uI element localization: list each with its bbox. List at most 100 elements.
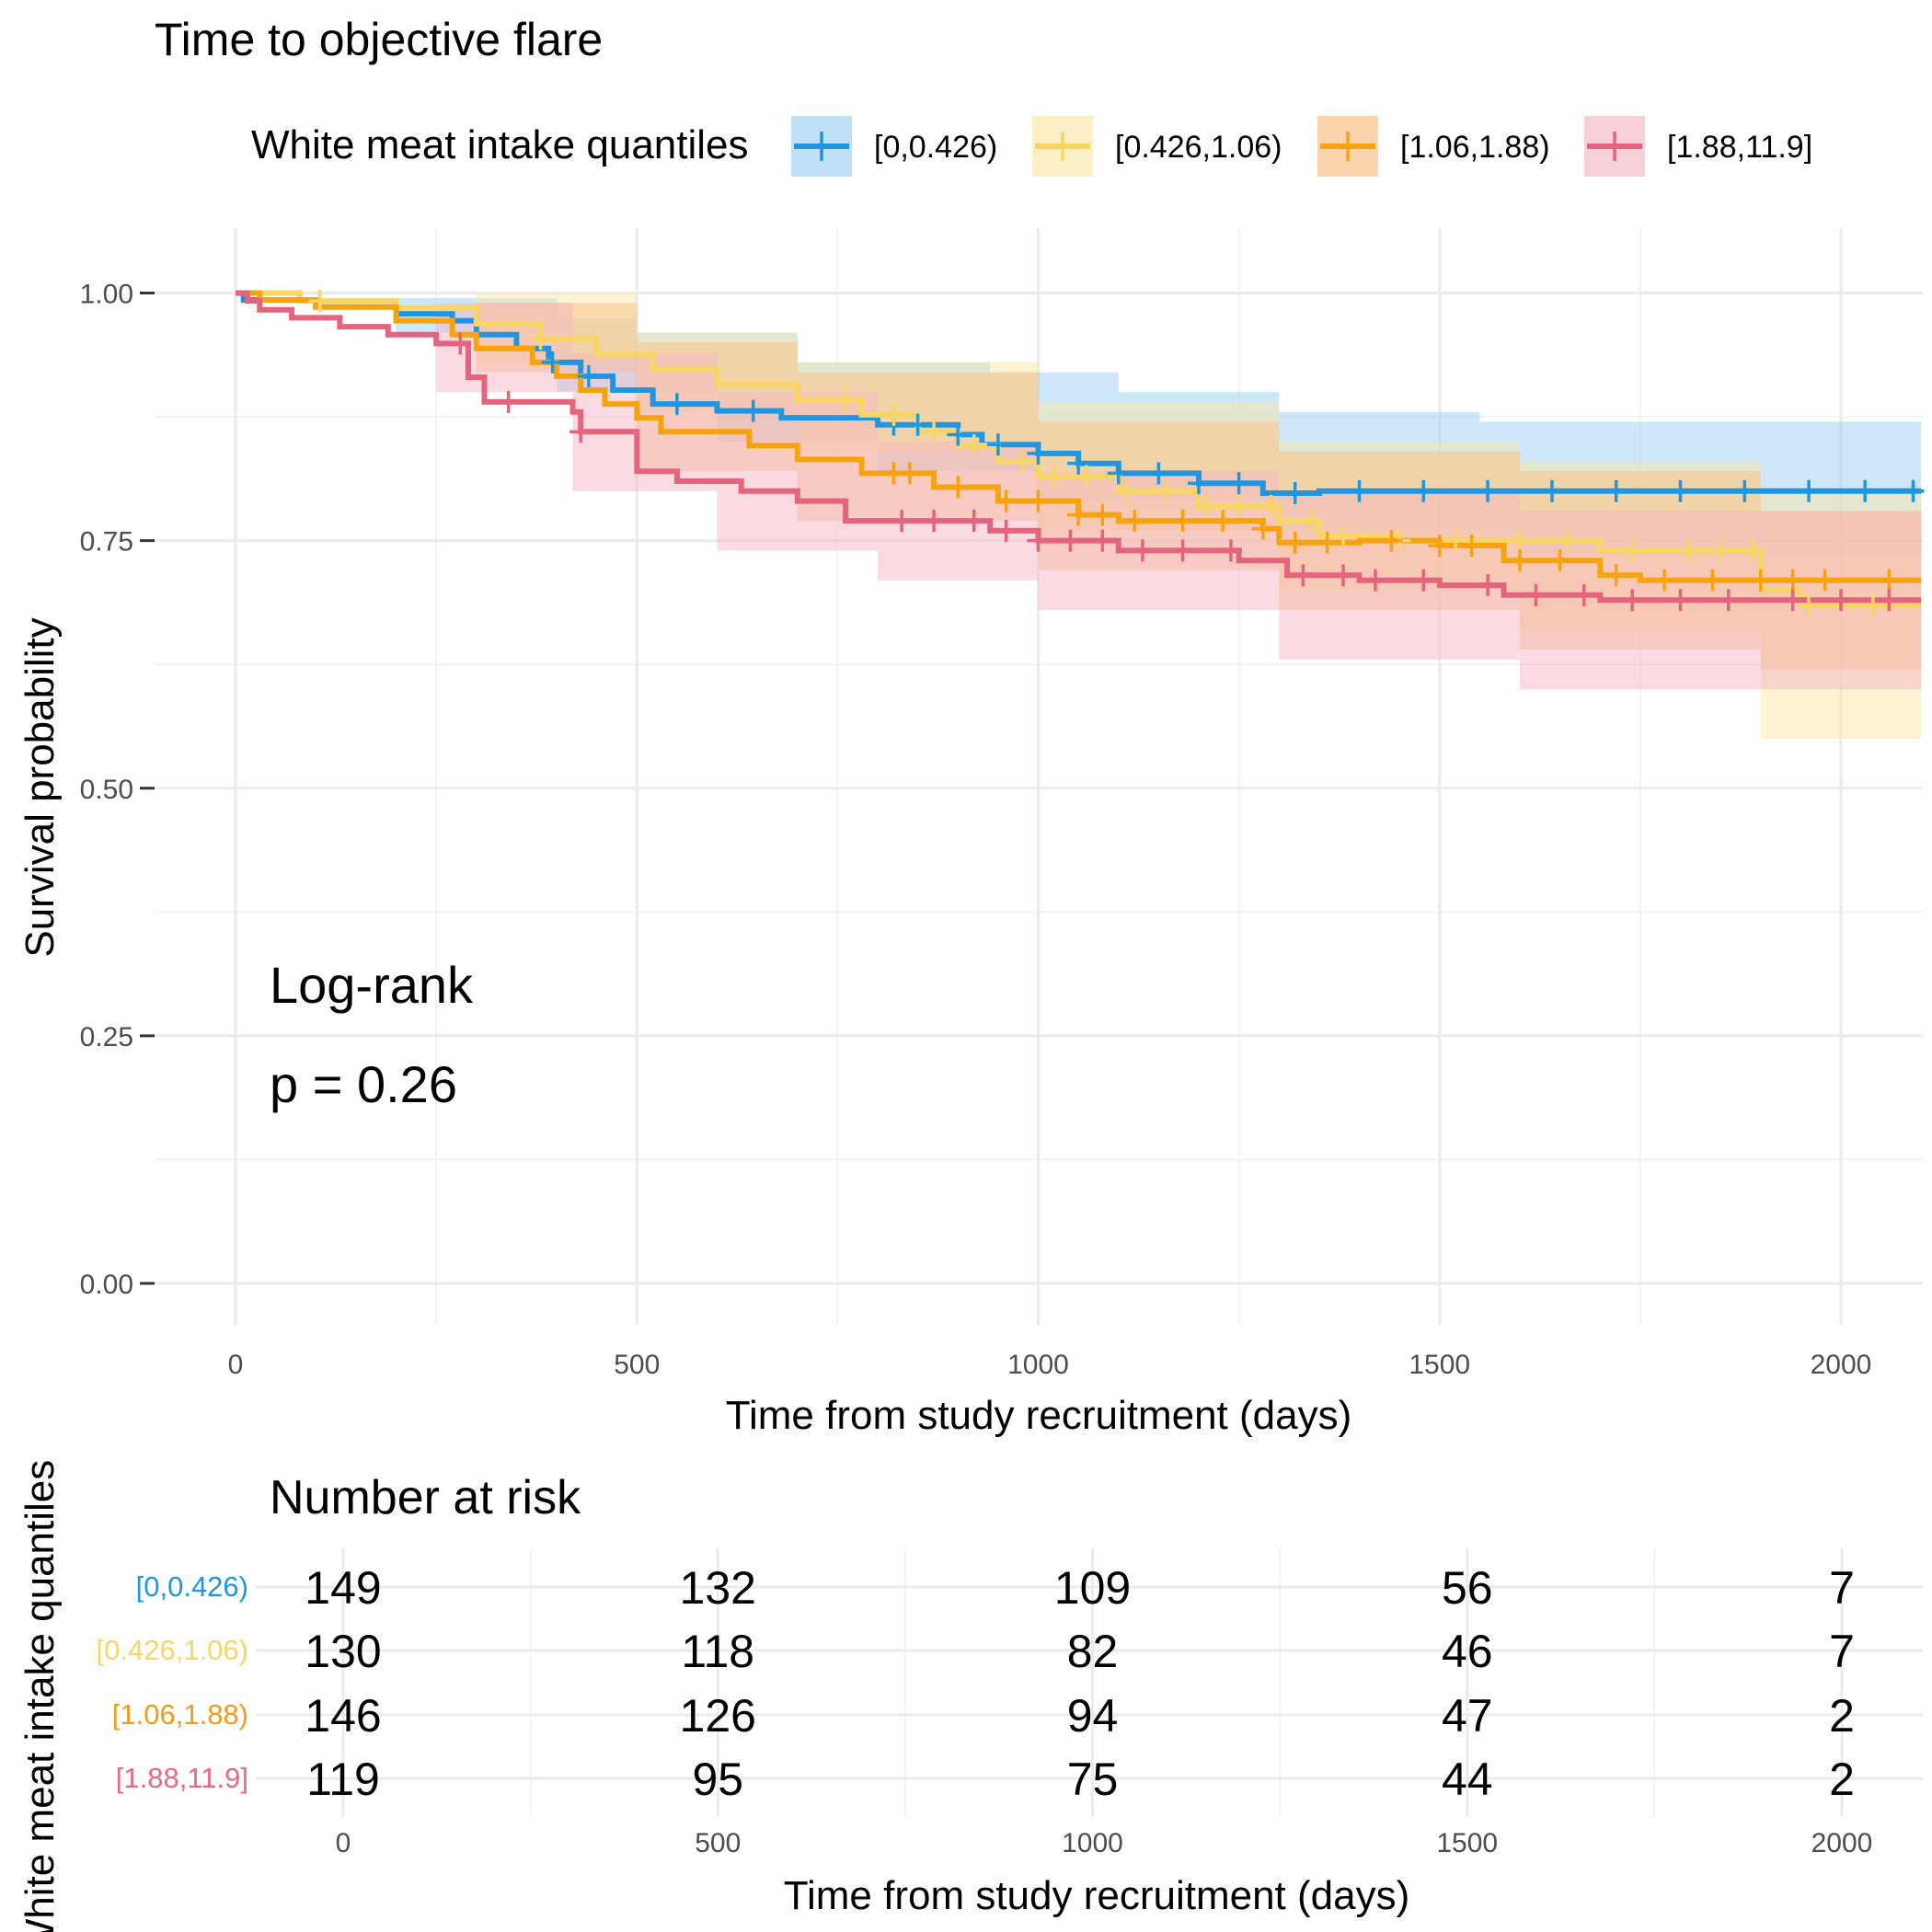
censor-mark-0-0-426 — [1902, 479, 1925, 502]
censor-mark-1-88-11-9 — [1059, 529, 1082, 552]
censor-mark-1-88-11-9 — [1363, 569, 1386, 592]
legend-label: [1.06,1.88) — [1400, 130, 1550, 165]
censor-mark-1-06-1-88 — [1283, 531, 1306, 554]
censor-mark-0-426-1-06 — [1742, 539, 1765, 562]
censor-mark-1-88-11-9 — [923, 510, 946, 533]
x-tick-label: 1500 — [1409, 1350, 1470, 1380]
censor-mark-0-0-426 — [1067, 452, 1090, 475]
risk-x-tick-label: 0 — [336, 1828, 351, 1858]
censor-mark-0-426-1-06 — [1227, 494, 1250, 517]
legend-label: [1.88,11.9] — [1667, 130, 1812, 165]
censor-mark-1-06-1-88 — [1509, 549, 1531, 572]
risk-row-label: [1.06,1.88) — [112, 1698, 248, 1731]
risk-x-tick-label: 1500 — [1436, 1828, 1498, 1858]
censor-mark-1-06-1-88 — [1460, 535, 1483, 558]
risk-x-tick-label: 2000 — [1811, 1828, 1873, 1858]
censor-mark-1-88-11-9 — [1171, 539, 1194, 562]
risk-table-title: Number at risk — [270, 1471, 581, 1524]
censor-mark-1-88-11-9 — [1131, 539, 1154, 562]
risk-cell: 56 — [1442, 1562, 1493, 1614]
censor-mark-1-88-11-9 — [1524, 583, 1547, 606]
censor-mark-0-426-1-06 — [1677, 539, 1700, 562]
censor-mark-1-88-11-9 — [1332, 564, 1355, 587]
risk-y-axis-title: White meat intake quantiles — [17, 1460, 63, 1932]
y-tick-label: 1.00 — [80, 280, 133, 310]
legend-item-0-0-426: [0,0.426) — [791, 116, 997, 177]
censor-mark-1-88-11-9 — [1830, 589, 1852, 612]
censor-mark-1-06-1-88 — [1380, 529, 1403, 552]
censor-mark-0-0-426 — [1107, 462, 1130, 485]
censor-mark-0-0-426 — [906, 413, 929, 436]
censor-mark-1-06-1-88 — [1067, 503, 1090, 526]
risk-cell: 44 — [1442, 1754, 1493, 1805]
x-tick-label: 500 — [614, 1350, 660, 1380]
censor-mark-0-426-1-06 — [529, 328, 552, 351]
legend-item-1-88-11-9: [1.88,11.9] — [1584, 116, 1812, 177]
risk-cell: 2 — [1829, 1690, 1855, 1742]
censor-mark-1-06-1-88 — [898, 462, 921, 485]
censor-mark-1-88-11-9 — [1717, 589, 1740, 612]
legend-item-1-06-1-88: [1.06,1.88) — [1317, 116, 1550, 177]
censor-mark-0-0-426 — [1412, 479, 1435, 502]
censor-mark-1-88-11-9 — [1292, 564, 1315, 587]
censor-mark-0-426-1-06 — [1075, 465, 1098, 488]
censor-mark-0-426-1-06 — [1156, 479, 1179, 502]
censor-mark-0-0-426 — [1147, 462, 1170, 485]
censor-mark-0-0-426 — [1669, 479, 1692, 502]
censor-mark-1-06-1-88 — [1212, 510, 1235, 533]
censor-mark-0-426-1-06 — [1011, 450, 1034, 473]
censor-mark-1-88-11-9 — [1621, 589, 1644, 612]
censor-mark-1-88-11-9 — [1412, 569, 1435, 592]
censor-mark-0-426-1-06 — [1621, 539, 1644, 562]
risk-row-label: [0.426,1.06) — [97, 1634, 248, 1666]
censor-mark-0-0-426 — [1540, 479, 1563, 502]
risk-table: [0,0.426) 149 132 109 56 7 [0.426,1.06) 130 118 8… — [97, 1562, 1855, 1805]
confidence-band-1-88-11-9 — [236, 293, 1922, 690]
logrank-p-value: p = 0.26 — [270, 1055, 457, 1113]
censor-mark-0-0-426 — [1283, 481, 1306, 504]
risk-cell: 119 — [306, 1754, 380, 1805]
risk-cell: 94 — [1067, 1690, 1119, 1742]
risk-row-1-88-11-9: [1.88,11.9] 119 95 75 44 2 — [116, 1754, 1855, 1805]
risk-row-0-426-1-06: [0.426,1.06) 130 118 82 46 7 — [97, 1626, 1855, 1677]
risk-cell: 118 — [681, 1626, 754, 1677]
censor-mark-0-426-1-06 — [1798, 593, 1821, 616]
risk-row-1-06-1-88: [1.06,1.88) 146 126 94 47 2 — [112, 1690, 1855, 1742]
censor-mark-0-0-426 — [1188, 472, 1210, 495]
censor-mark-1-88-11-9 — [1091, 529, 1114, 552]
censor-mark-0-426-1-06 — [1557, 529, 1580, 552]
x-tick-label: 1000 — [1007, 1350, 1069, 1380]
censor-mark-1-06-1-88 — [1813, 569, 1836, 592]
censor-mark-0-0-426 — [1604, 479, 1627, 502]
risk-x-tick-label: 1000 — [1062, 1828, 1123, 1858]
censor-mark-0-0-426 — [1798, 479, 1821, 502]
censor-mark-0-0-426 — [541, 351, 564, 374]
risk-grid: 0 500 1000 1500 2000 — [256, 1548, 1923, 1858]
censor-mark-0-426-1-06 — [1300, 510, 1323, 533]
legend-label: [0,0.426) — [874, 130, 997, 165]
censor-mark-1-88-11-9 — [1572, 583, 1595, 606]
censor-mark-1-88-11-9 — [1781, 589, 1804, 612]
censor-mark-1-06-1-88 — [1781, 569, 1804, 592]
legend-item-0-426-1-06: [0.426,1.06) — [1032, 116, 1282, 177]
km-censor-marks — [308, 290, 1925, 616]
censor-mark-1-06-1-88 — [1548, 549, 1571, 572]
censor-mark-0-0-426 — [1348, 479, 1371, 502]
km-axes: 0.00 0.25 0.50 0.75 1.00 0 500 1000 1500 2000 — [80, 280, 1872, 1381]
censor-mark-0-0-426 — [986, 433, 1009, 456]
risk-row-label: [0,0.426) — [136, 1570, 248, 1603]
censor-mark-0-426-1-06 — [1709, 539, 1732, 562]
y-tick-label: 0.75 — [80, 527, 133, 558]
risk-cell: 130 — [305, 1626, 381, 1677]
censor-mark-1-06-1-88 — [1171, 510, 1194, 533]
censor-mark-1-88-11-9 — [962, 510, 985, 533]
censor-mark-1-06-1-88 — [1428, 535, 1451, 558]
censor-mark-0-426-1-06 — [1259, 494, 1282, 517]
censor-mark-0-426-1-06 — [923, 420, 946, 443]
censor-mark-0-426-1-06 — [1509, 529, 1531, 552]
risk-cell: 2 — [1829, 1754, 1855, 1805]
censor-mark-1-06-1-88 — [1653, 569, 1676, 592]
censor-mark-1-88-11-9 — [449, 332, 472, 355]
risk-x-tick-label: 500 — [695, 1828, 741, 1858]
